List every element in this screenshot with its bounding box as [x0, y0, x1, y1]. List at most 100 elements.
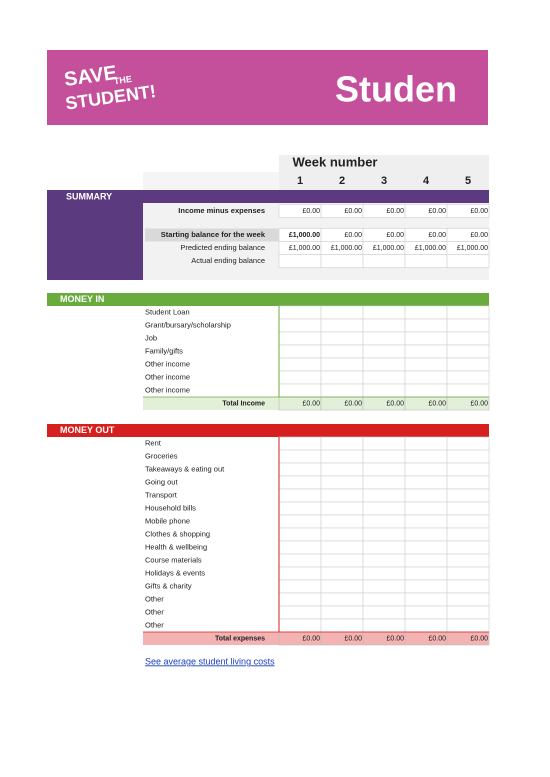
- cell: [446, 514, 490, 529]
- row-label: Other income: [145, 359, 190, 368]
- row-label: Starting balance for the week: [161, 230, 266, 239]
- cell: [362, 462, 406, 477]
- row-label: Income minus expenses: [178, 206, 265, 215]
- cell-value: £0.00: [344, 635, 362, 642]
- cell: [446, 605, 490, 620]
- section-title: MONEY OUT: [60, 425, 115, 435]
- row-label: Transport: [145, 490, 178, 499]
- cell: [320, 344, 364, 359]
- cell: [278, 370, 322, 385]
- cell-value: £0.00: [344, 400, 362, 407]
- cell-value: £1,000.00: [331, 245, 362, 252]
- cell: [362, 579, 406, 594]
- cell: [404, 488, 448, 503]
- week-header-label: Week number: [292, 154, 377, 169]
- link[interactable]: See average student living costs: [145, 656, 275, 666]
- cell: [404, 475, 448, 490]
- cell: [320, 592, 364, 607]
- cell: [278, 344, 322, 359]
- row-label: Student Loan: [145, 307, 190, 316]
- cell-value: £0.00: [302, 208, 320, 215]
- cell-value: £0.00: [470, 232, 488, 239]
- cell: [278, 254, 322, 268]
- row-label: Family/gifts: [145, 346, 183, 355]
- cell: [362, 344, 406, 359]
- cell: [278, 488, 322, 503]
- cell: [404, 318, 448, 333]
- row-label: Takeaways & eating out: [145, 464, 225, 473]
- cell: [446, 204, 490, 218]
- cell: [320, 475, 364, 490]
- cell-value: £0.00: [386, 635, 404, 642]
- cell-value: £1,000.00: [457, 245, 488, 252]
- cell: [320, 514, 364, 529]
- cell-value: £0.00: [344, 208, 362, 215]
- row-label: Predicted ending balance: [180, 243, 265, 252]
- cell: [446, 344, 490, 359]
- cell: [446, 527, 490, 542]
- cell: [362, 527, 406, 542]
- cell-value: £0.00: [302, 400, 320, 407]
- link-text[interactable]: See average student living costs: [145, 656, 275, 666]
- section-band: [47, 293, 489, 306]
- cell: [446, 501, 490, 516]
- cell: [362, 475, 406, 490]
- cell: [362, 383, 406, 398]
- cell: [446, 488, 490, 503]
- cell-value: £0.00: [428, 635, 446, 642]
- row-label: Going out: [145, 477, 178, 486]
- cell: [446, 540, 490, 555]
- cell: [404, 370, 448, 385]
- cell: [446, 436, 490, 451]
- cell-value: £0.00: [428, 208, 446, 215]
- cell: [404, 540, 448, 555]
- row-label: Household bills: [145, 503, 196, 512]
- row-label: Gifts & charity: [145, 581, 192, 590]
- cell: [362, 514, 406, 529]
- cell: [404, 331, 448, 346]
- cell-value: £0.00: [470, 635, 488, 642]
- cell: [362, 553, 406, 568]
- cell: [362, 331, 406, 346]
- week-number: 1: [297, 175, 303, 187]
- cell: [320, 357, 364, 372]
- cell: [320, 488, 364, 503]
- cell: [278, 579, 322, 594]
- row-label: Actual ending balance: [191, 256, 265, 265]
- week-number: 4: [423, 175, 430, 187]
- cell: [320, 436, 364, 451]
- cell: [404, 383, 448, 398]
- row-label: Health & wellbeing: [145, 542, 207, 551]
- header-band: [47, 50, 488, 125]
- cell: [320, 254, 364, 268]
- cell: [278, 357, 322, 372]
- cell-value: £0.00: [344, 232, 362, 239]
- row-label: Groceries: [145, 451, 178, 460]
- cell: [320, 527, 364, 542]
- cell: [404, 501, 448, 516]
- cell: [320, 318, 364, 333]
- cell: [446, 579, 490, 594]
- section-title: MONEY IN: [60, 294, 104, 304]
- cell: [320, 618, 364, 633]
- cell: [446, 383, 490, 398]
- cell: [362, 357, 406, 372]
- week-number: 2: [339, 175, 345, 187]
- cell: [362, 488, 406, 503]
- row-label: Clothes & shopping: [145, 529, 210, 538]
- cell: [362, 605, 406, 620]
- cell: [278, 514, 322, 529]
- row-label: Rent: [145, 438, 162, 447]
- cell: [446, 475, 490, 490]
- cell: [278, 449, 322, 464]
- cell: [446, 331, 490, 346]
- cell: [404, 514, 448, 529]
- cell: [362, 618, 406, 633]
- cell: [278, 553, 322, 568]
- cell: [404, 579, 448, 594]
- cell: [320, 501, 364, 516]
- row-label: Other: [145, 607, 164, 616]
- row-label: Course materials: [145, 555, 202, 564]
- cell: [362, 370, 406, 385]
